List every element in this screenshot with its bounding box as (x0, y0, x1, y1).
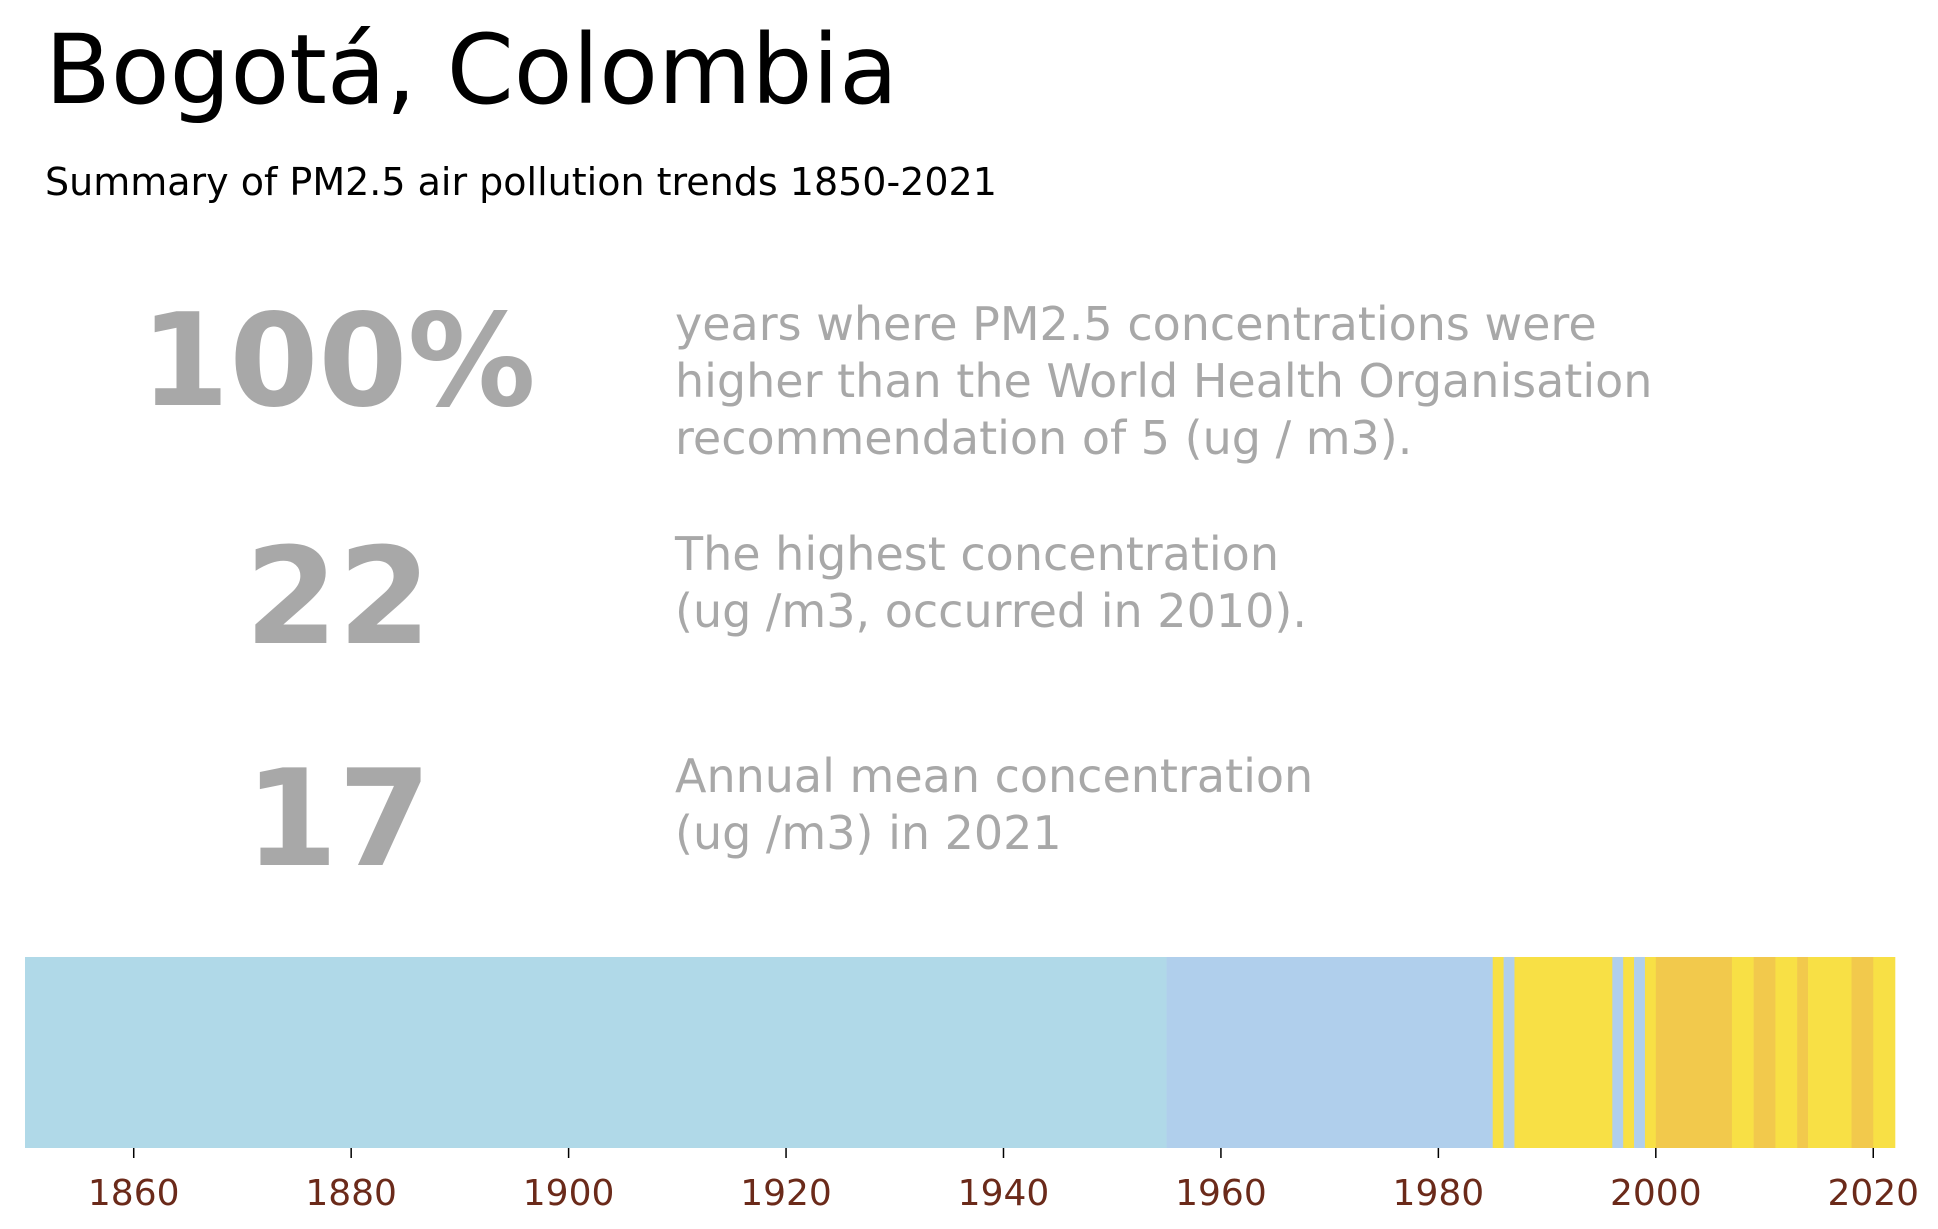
stripe-band-13 (1797, 957, 1809, 1148)
stripe-band-7 (1634, 957, 1646, 1148)
stripe-band-4 (1514, 957, 1613, 1148)
x-tick-label: 1920 (740, 1173, 832, 1214)
stripe-band-8 (1644, 957, 1657, 1148)
stripe-band-3 (1503, 957, 1515, 1148)
stripe-band-1 (1166, 957, 1494, 1148)
x-tick-label: 1900 (523, 1173, 615, 1214)
x-axis: 1860 1880 1900 1920 1940 1960 1980 2000 2020 (88, 1148, 1919, 1214)
stat-description-annual-mean: Annual mean concentration (ug /m3) in 20… (675, 748, 1313, 862)
page-subtitle: Summary of PM2.5 air pollution trends 18… (45, 160, 997, 204)
stat-value-exceedance: 100% (140, 287, 536, 436)
stat-description-line: years where PM2.5 concentrations were (675, 297, 1597, 351)
stripe-band-10 (1731, 957, 1754, 1148)
stat-description-line: The highest concentration (675, 527, 1279, 581)
stripe-band-16 (1873, 957, 1896, 1148)
x-tick-label: 1980 (1393, 1173, 1485, 1214)
stat-description-line: recommendation of 5 (ug / m3). (675, 411, 1413, 465)
stripe-band-6 (1623, 957, 1635, 1148)
stat-description-highest: The highest concentration (ug /m3, occur… (675, 526, 1307, 640)
stripe-band-2 (1492, 957, 1504, 1148)
x-tick-label: 1880 (305, 1173, 397, 1214)
stripe-band-0 (25, 957, 1167, 1148)
stripe-band-15 (1851, 957, 1874, 1148)
stat-description-exceedance: years where PM2.5 concentrations were hi… (675, 296, 1652, 467)
stripe-band-14 (1808, 957, 1852, 1148)
stat-value-highest: 22 (244, 519, 432, 675)
stat-description-line: higher than the World Health Organisatio… (675, 354, 1653, 408)
stripe-band-9 (1655, 957, 1733, 1148)
x-tick-label: 1940 (958, 1173, 1050, 1214)
page-title: Bogotá, Colombia (45, 14, 898, 126)
x-tick-label: 2020 (1827, 1173, 1919, 1214)
x-tick-label: 1960 (1175, 1173, 1267, 1214)
stat-description-line: Annual mean concentration (675, 749, 1314, 803)
stat-description-line: (ug /m3) in 2021 (675, 806, 1062, 860)
stat-description-line: (ug /m3, occurred in 2010). (675, 584, 1307, 638)
stripe-bands (25, 957, 1896, 1148)
stat-value-annual-mean: 17 (244, 741, 432, 897)
x-tick-label: 1860 (88, 1173, 180, 1214)
x-tick-label: 2000 (1610, 1173, 1702, 1214)
stripe-band-5 (1612, 957, 1624, 1148)
stripe-band-11 (1753, 957, 1776, 1148)
stripe-band-12 (1775, 957, 1798, 1148)
